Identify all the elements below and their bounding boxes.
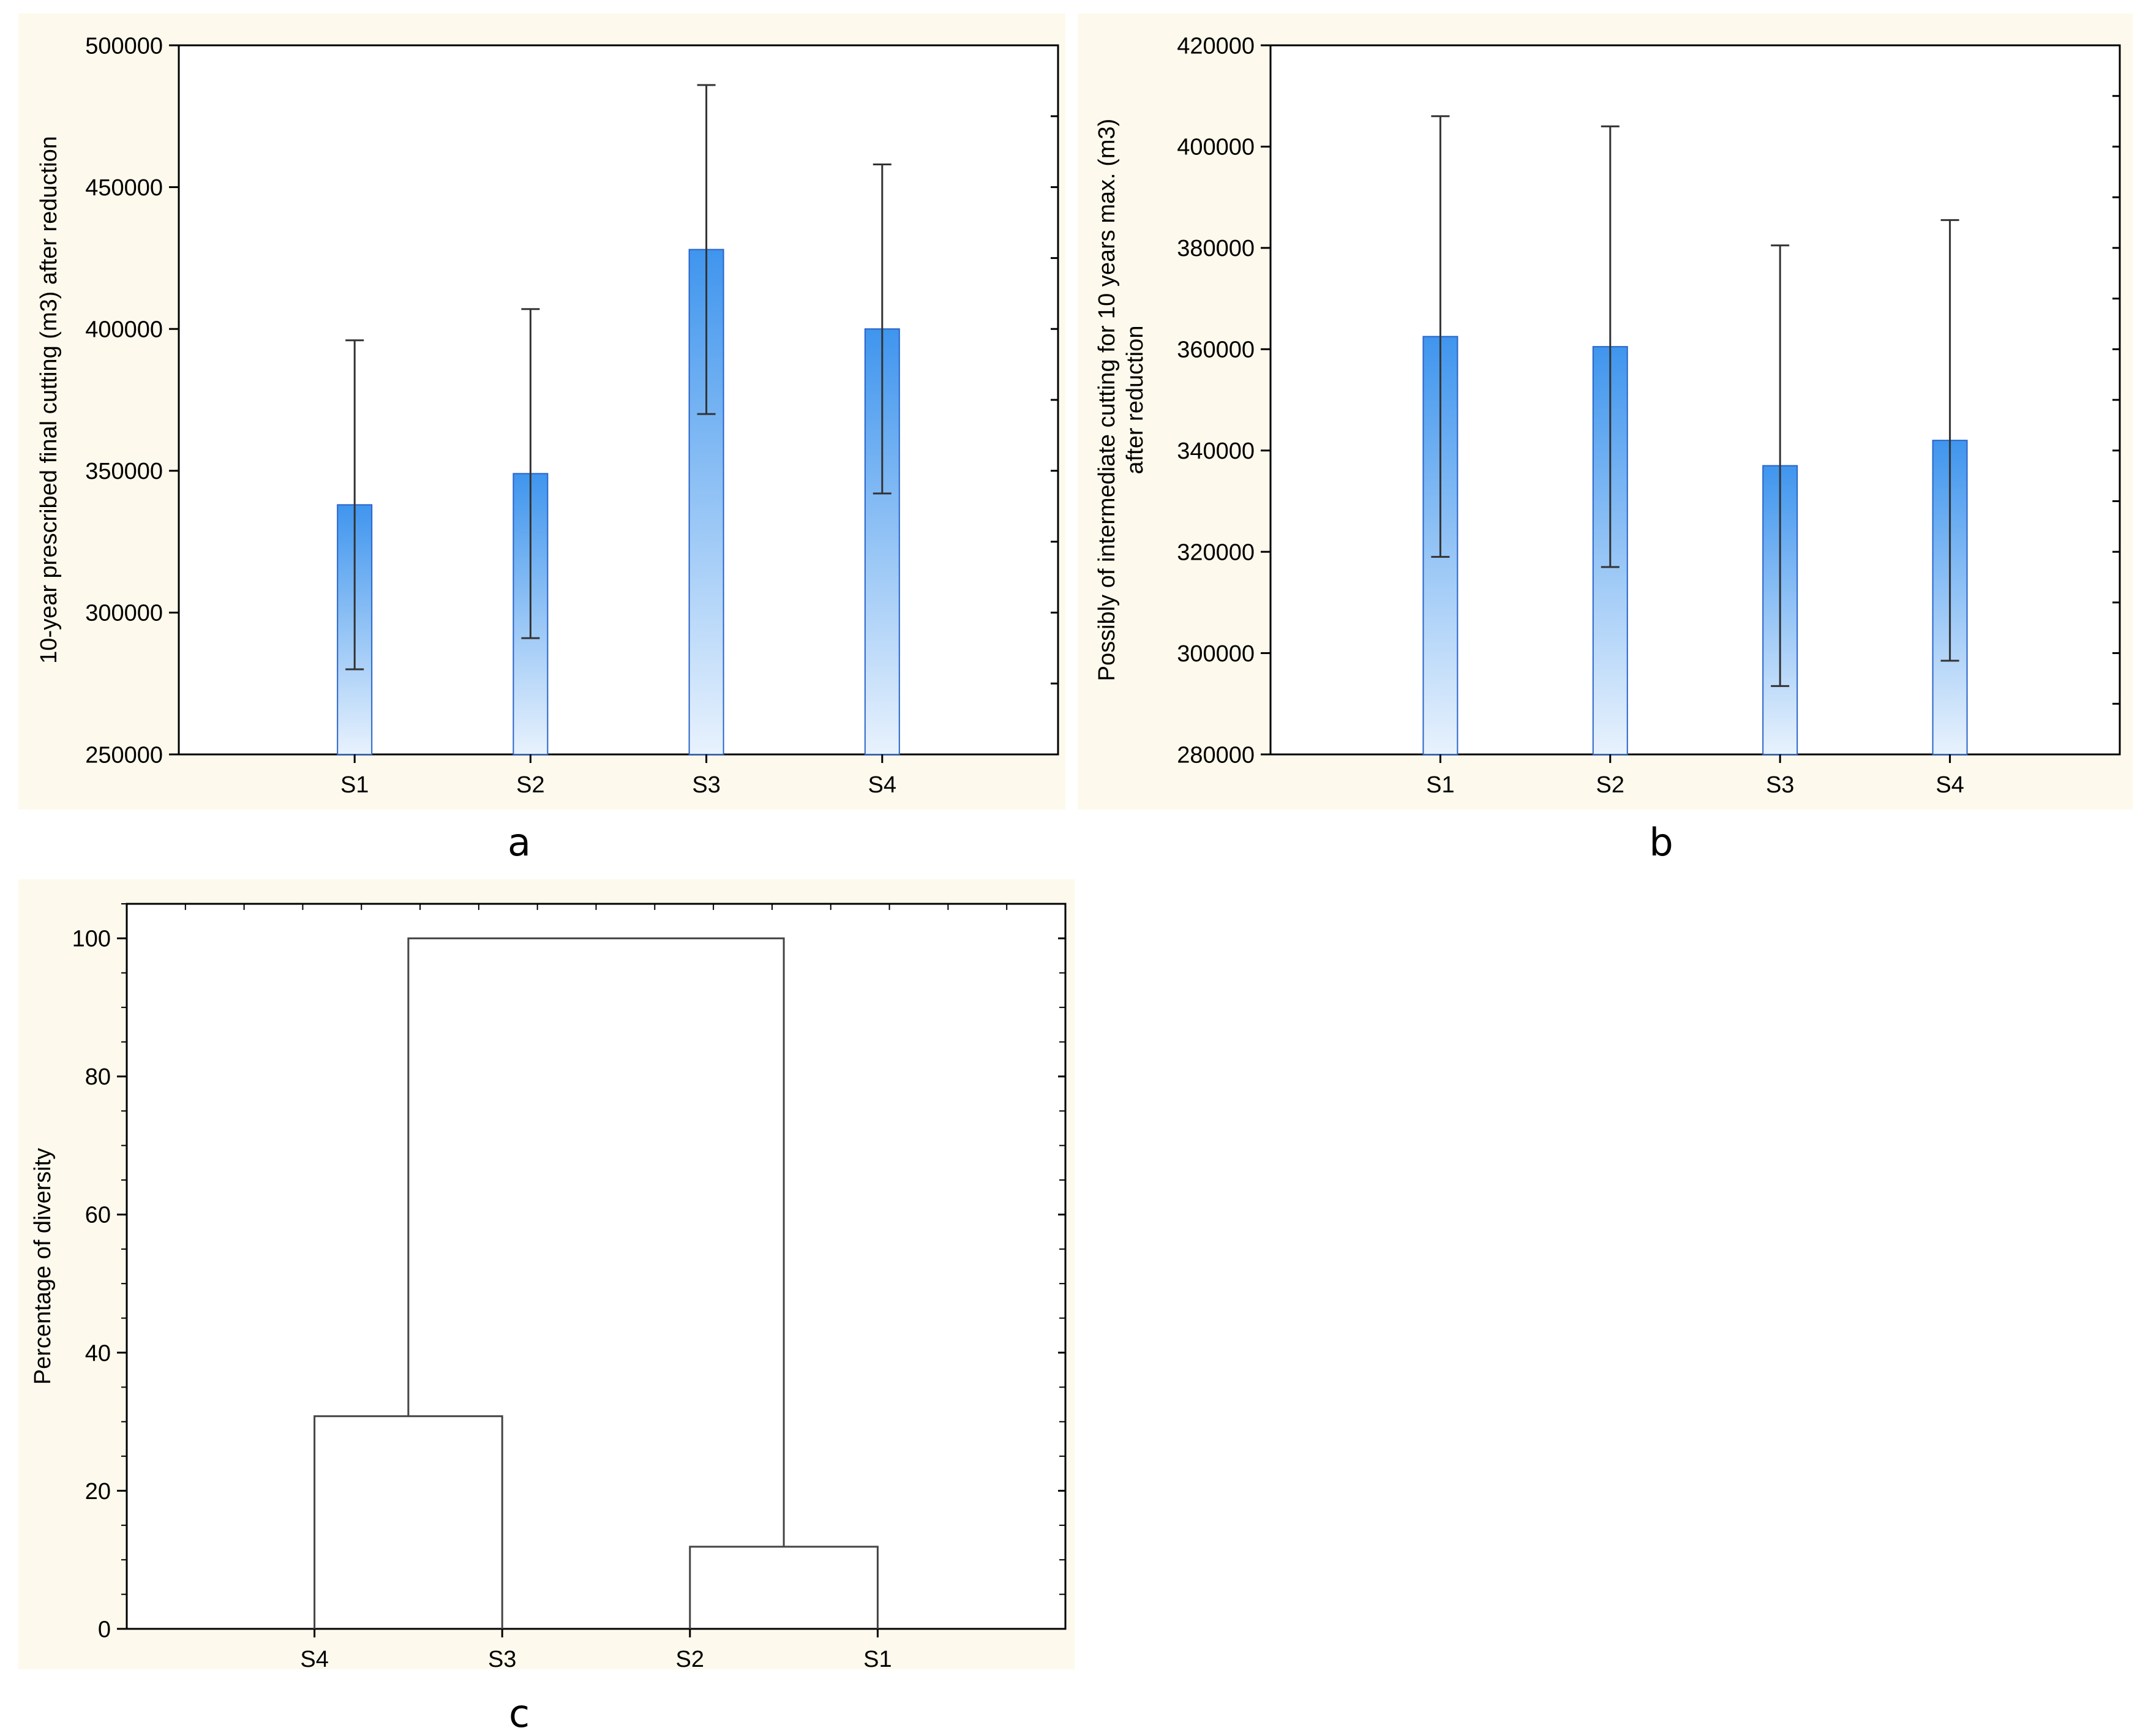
chart-b-ylabel-line-1: Possibly of intermediate cutting for 10 … xyxy=(1094,119,1120,682)
chart-a-ytick-label: 350000 xyxy=(85,459,163,484)
chart-c-plot-frame xyxy=(126,903,1067,1630)
chart-c-ytick-label: 0 xyxy=(98,1617,111,1642)
chart-b-ytick-label: 360000 xyxy=(1177,337,1255,363)
chart-b-ytick-label: 280000 xyxy=(1177,742,1255,768)
chart-b-ytick-label: 380000 xyxy=(1177,236,1255,261)
chart-b-xtick-label-S2: S2 xyxy=(1596,772,1624,798)
chart-c-merge-3 xyxy=(407,937,785,1547)
chart-b-ytick-label: 420000 xyxy=(1177,33,1255,59)
chart-a-ytick-label: 450000 xyxy=(85,175,163,201)
panel-label-b: b xyxy=(1649,820,1673,865)
chart-b-xtick-label-S4: S4 xyxy=(1935,772,1964,798)
chart-b-ytick-label: 320000 xyxy=(1177,539,1255,565)
chart-b-ytick-label: 300000 xyxy=(1177,641,1255,667)
chart-c-leaf-label-S2: S2 xyxy=(676,1647,704,1672)
chart-c-ytick-label: 40 xyxy=(85,1340,111,1366)
chart-b-ytick-label: 400000 xyxy=(1177,135,1255,160)
chart-b-ytick-label: 340000 xyxy=(1177,438,1255,464)
chart-a-ylabel: 10-year prescribed final cutting (m3) af… xyxy=(36,136,62,664)
chart-a-xtick-label-S2: S2 xyxy=(516,772,544,798)
chart-a-ytick-label: 500000 xyxy=(85,33,163,59)
chart-a-ytick-label: 400000 xyxy=(85,317,163,343)
chart-a: 250000 300000 350000 400000 450000 500000 S1 S2… xyxy=(36,33,1059,798)
panel-label-c: c xyxy=(508,1691,530,1736)
chart-a-xtick-label-S4: S4 xyxy=(868,772,896,798)
chart-a-plot-frame xyxy=(178,44,1059,756)
chart-c-ytick-label: 60 xyxy=(85,1203,111,1228)
chart-c-leaf-label-S4: S4 xyxy=(300,1647,328,1672)
chart-c-dendrogram: 0 20 40 60 80 100 S4 S3 S2 S1 Percentage of divers… xyxy=(30,903,1067,1672)
panel-label-a: a xyxy=(508,820,531,865)
chart-a-ytick-label: 300000 xyxy=(85,601,163,626)
chart-c-leaf-label-S3: S3 xyxy=(488,1647,516,1672)
chart-a-ytick-label: 250000 xyxy=(85,742,163,768)
chart-c-ytick-label: 100 xyxy=(72,926,111,952)
chart-a-xtick-label-S3: S3 xyxy=(692,772,720,798)
chart-b-xtick-label-S3: S3 xyxy=(1766,772,1794,798)
chart-b-xtick-label-S1: S1 xyxy=(1426,772,1454,798)
chart-b: 280000 300000 320000 340000 360000 380000 4000… xyxy=(1094,33,2121,798)
chart-c-ytick-label: 20 xyxy=(85,1479,111,1505)
chart-b-ylabel-line-2: after reduction xyxy=(1122,326,1148,475)
chart-b-plot-frame xyxy=(1269,44,2121,756)
chart-c-leaf-label-S1: S1 xyxy=(863,1647,892,1672)
chart-c-ytick-label: 80 xyxy=(85,1064,111,1090)
chart-c-ylabel: Percentage of diversity xyxy=(30,1148,56,1385)
chart-a-xtick-label-S1: S1 xyxy=(340,772,369,798)
